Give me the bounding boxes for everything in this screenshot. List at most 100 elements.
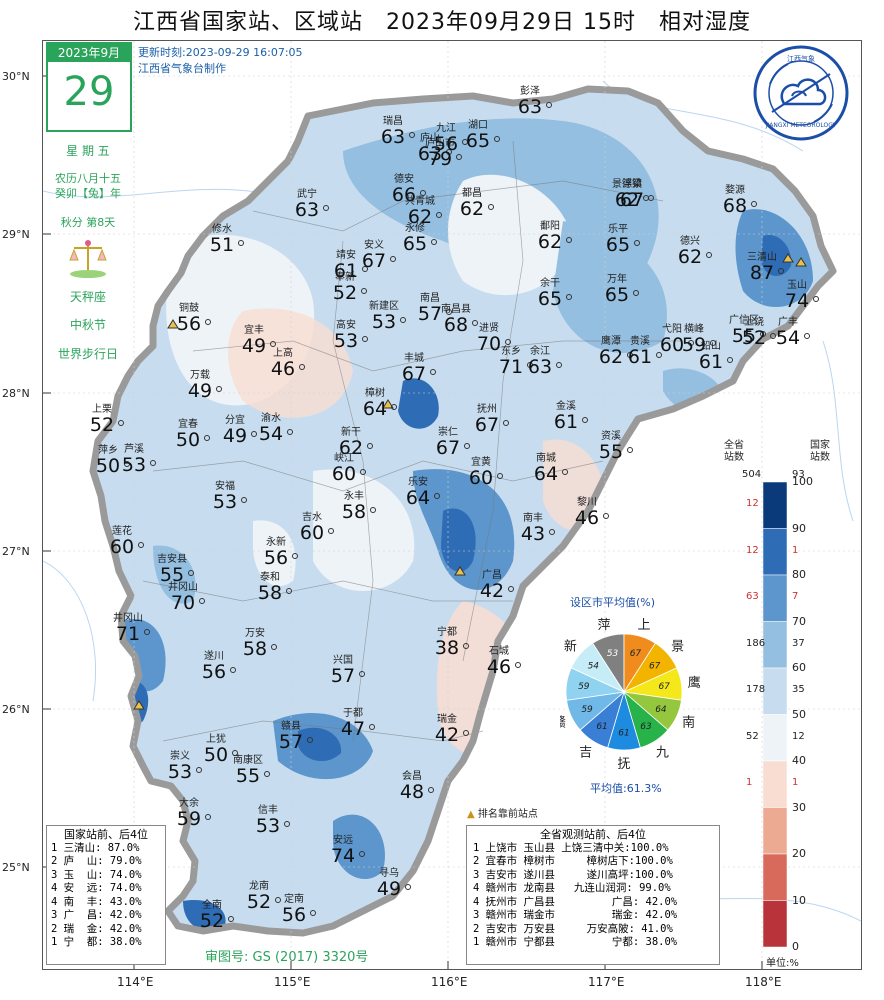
top-station-marker xyxy=(382,399,394,409)
station-dot xyxy=(275,897,281,903)
festival: 世界步行日 xyxy=(57,347,118,361)
station-dot xyxy=(299,364,305,370)
triangle-icon: ▲ xyxy=(467,809,475,820)
station-dot xyxy=(323,205,329,211)
pie-value: 59 xyxy=(578,682,590,692)
legend-swatch xyxy=(762,807,788,855)
legend-level: 100 xyxy=(792,475,813,488)
station-dot xyxy=(582,417,588,423)
station-dot xyxy=(503,420,509,426)
solar-term: 秋分 第8天 xyxy=(60,216,116,229)
station-dot xyxy=(556,362,562,368)
weekday: 星 期 五 xyxy=(66,144,110,158)
pie-value: 64 xyxy=(655,705,667,715)
station-dot xyxy=(405,884,411,890)
station-dot xyxy=(505,339,511,345)
station-dot xyxy=(706,252,712,258)
pie-value: 61 xyxy=(596,722,607,732)
festival: 中秋节 xyxy=(69,318,106,332)
station-dot xyxy=(124,461,130,467)
lon-label: 114°E xyxy=(117,975,154,989)
station-dot xyxy=(688,340,694,346)
legend-unit: 单位:% xyxy=(766,958,799,969)
legend-swatch xyxy=(762,714,788,762)
station-dot xyxy=(360,469,366,475)
station-dot xyxy=(230,667,236,673)
update-time: 更新时刻:2023-09-29 16:07:05 xyxy=(138,46,303,59)
station-dot xyxy=(328,528,334,534)
pie-chart: 53萍67上67景67鹰64南63九61抚61吉59赣59宜54新 xyxy=(560,618,701,770)
station-dot xyxy=(270,341,276,347)
station-dot xyxy=(241,497,247,503)
station-dot xyxy=(204,435,210,441)
legend-count-all: 52 xyxy=(746,730,759,742)
legend-swatch xyxy=(762,900,788,948)
station-dot xyxy=(359,851,365,857)
station-dot xyxy=(232,750,238,756)
station-dot xyxy=(400,317,406,323)
calendar-widget: 2023年9月 29 xyxy=(46,42,132,132)
pie-value: 61 xyxy=(618,729,629,739)
legend-count-national: 12 xyxy=(792,730,805,742)
pie-city-label: 鹰 xyxy=(688,675,701,691)
ranking-row: 1 赣州市 宁都县 宁都: 38.0% xyxy=(473,936,678,948)
station-dot xyxy=(430,369,436,375)
legend-count-national: 1 xyxy=(792,544,799,556)
ranking-row: 1 宁 都: 38.0% xyxy=(51,936,142,948)
top-station-marker xyxy=(167,319,179,329)
legend-count-all: 186 xyxy=(746,637,766,649)
producer: 江西省气象台制作 xyxy=(138,62,226,75)
pie-slice xyxy=(570,642,626,693)
legend-swatch xyxy=(762,853,788,901)
legend-level: 70 xyxy=(792,614,806,628)
station-dot xyxy=(359,671,365,677)
station-dot xyxy=(284,821,290,827)
legend-swatch xyxy=(762,481,788,529)
station-dot xyxy=(370,507,376,513)
pie-value: 54 xyxy=(588,661,600,671)
ranking-row: 4 安 远: 74.0% xyxy=(51,882,142,894)
station-dot xyxy=(770,333,776,339)
pie-city-label: 上 xyxy=(637,618,650,633)
lat-label: 25°N xyxy=(2,861,30,874)
ranking-row: 2 宜春市 樟树市 樟树店下:100.0% xyxy=(473,855,673,867)
station-dot xyxy=(456,154,462,160)
calendar-day: 29 xyxy=(63,69,115,115)
station-dot xyxy=(508,586,514,592)
meteorology-logo: 江西气象 JIANGXI METEOROLOGY xyxy=(752,44,850,146)
station-dot xyxy=(446,149,452,155)
box2-title: 全省观测站前、后4位 xyxy=(540,828,646,841)
station-dot xyxy=(196,767,202,773)
pie-value: 63 xyxy=(640,722,652,732)
station-dot xyxy=(603,513,609,519)
pie-chart-panel: 设区市平均值(%) 53萍67上67景67鹰64南63九61抚61吉59赣59宜… xyxy=(560,594,720,795)
station-dot xyxy=(138,542,144,548)
station-dot xyxy=(497,473,503,479)
station-dot xyxy=(251,431,257,437)
ranking-row: 1 上饶市 玉山县 上饶三清中关:100.0% xyxy=(473,841,669,854)
box1-title: 国家站前、后4位 xyxy=(64,828,148,841)
ranking-row: 4 抚州市 广昌县 广昌: 42.0% xyxy=(473,895,678,908)
lunar-date: 农历八月十五 xyxy=(55,172,121,185)
legend-count-all: 63 xyxy=(746,591,759,602)
legend-count-all: 178 xyxy=(746,684,766,695)
calendar-month: 2023年9月 xyxy=(48,44,130,62)
station-dot xyxy=(286,588,292,594)
station-dot xyxy=(436,212,442,218)
station-dot xyxy=(367,443,373,449)
station-dot xyxy=(566,294,572,300)
legend-level: 50 xyxy=(792,707,806,721)
legend-total-right: 93 xyxy=(792,469,805,480)
legend-level: 60 xyxy=(792,661,806,674)
station-dot xyxy=(813,296,819,302)
ranking-row: 2 瑞 金: 42.0% xyxy=(51,922,142,935)
legend-level: 30 xyxy=(792,800,806,814)
lon-label: 116°E xyxy=(431,975,468,989)
pie-city-label: 吉 xyxy=(579,746,592,761)
station-dot xyxy=(562,469,568,475)
station-dot xyxy=(390,256,396,262)
legend-header-left: 全省 站数 xyxy=(724,440,744,463)
top-station-marker xyxy=(454,566,466,576)
map-frame xyxy=(42,40,862,970)
